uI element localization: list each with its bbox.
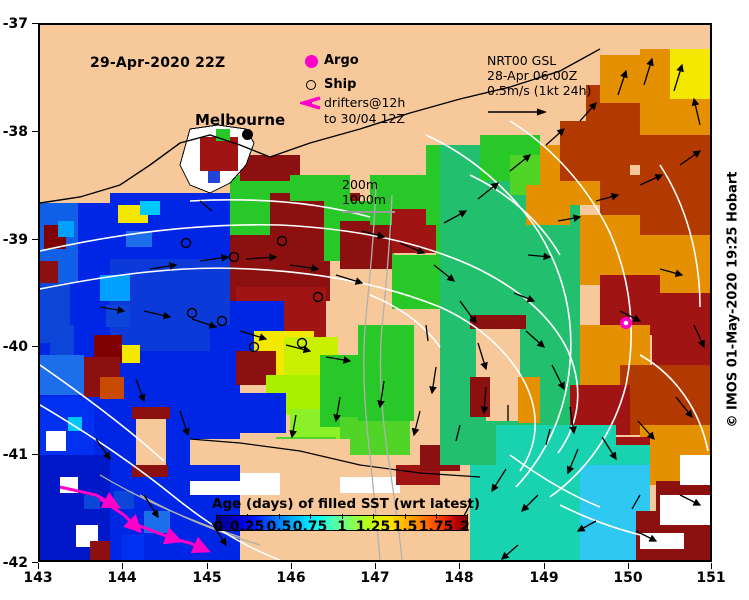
legend-row-argo: Argo	[298, 52, 428, 70]
legend-label-drifters-line2: to 30/04 12Z	[324, 111, 405, 126]
colorbar-label: 2	[460, 519, 470, 535]
legend-label-argo: Argo	[324, 53, 359, 68]
x-axis-label: 143	[23, 570, 53, 586]
x-axis-label: 149	[529, 570, 559, 586]
colorbar-label: 0.75	[292, 519, 328, 535]
legend-label-drifters-line1: drifters@12h	[324, 95, 406, 110]
colorbar-label: 1.5	[392, 519, 418, 535]
legend-row-drifters-1: drifters@12h	[298, 95, 428, 111]
argo-float-marker	[620, 317, 632, 329]
current-legend-line3: 0.5m/s (1kt 24h)	[487, 83, 592, 98]
x-axis-tick	[375, 563, 376, 569]
colorbar-title: Age (days) of filled SST (wrt latest)	[212, 496, 481, 512]
y-axis-tick	[32, 346, 38, 347]
credit-block: © IMOS 01-May-2020 19:25 Hobart	[713, 0, 749, 600]
colorbar-tick	[310, 514, 311, 519]
colorbar-label: 0.25	[229, 519, 265, 535]
current-legend: NRT00 GSL 28-Apr 06:00Z 0.5m/s (1kt 24h)	[487, 53, 637, 122]
city-marker-melbourne	[242, 129, 253, 140]
sst-raster-west	[40, 193, 240, 560]
geostrophic-streamlines	[40, 120, 709, 560]
colorbar-label: 1.75	[418, 519, 454, 535]
x-axis-label: 151	[696, 570, 726, 586]
x-axis-label: 144	[107, 570, 137, 586]
x-axis-label: 145	[192, 570, 222, 586]
argo-icon	[298, 56, 324, 66]
colorbar-label: 1	[337, 519, 347, 535]
legend-label-ship: Ship	[324, 77, 357, 92]
drifter-track	[59, 485, 211, 554]
x-axis-tick	[38, 563, 39, 569]
ship-icon	[298, 80, 324, 90]
x-axis-label: 147	[360, 570, 390, 586]
colorbar-label: 1.25	[355, 519, 391, 535]
colorbar-tick	[279, 514, 280, 519]
bathymetry-legend: 200m 1000m	[342, 177, 395, 213]
credit-text: © IMOS 01-May-2020 19:25 Hobart	[725, 171, 741, 428]
y-axis-tick	[32, 454, 38, 455]
colorbar-tick	[405, 514, 406, 519]
y-axis-tick	[32, 131, 38, 132]
short-current-barbs	[199, 200, 641, 510]
bathymetry-label-1000m: 1000m	[342, 192, 386, 207]
sst-raster-central	[180, 155, 490, 501]
x-axis-tick	[459, 563, 460, 569]
y-axis-tick	[32, 23, 38, 24]
colorbar-tick	[436, 514, 437, 519]
colorbar-tick	[467, 514, 468, 519]
y-axis-tick	[32, 562, 38, 563]
observation-legend: Argo Ship drifters@12h to 30/0	[298, 52, 428, 127]
coastline	[40, 48, 601, 204]
tasmania-north-coast	[189, 438, 481, 478]
colorbar-tick	[247, 514, 248, 519]
land-mask	[40, 25, 710, 203]
x-axis-tick	[291, 563, 292, 569]
current-legend-line1: NRT00 GSL	[487, 53, 557, 68]
x-axis-label: 146	[276, 570, 306, 586]
y-axis-tick	[32, 239, 38, 240]
y-axis-label: -39	[2, 232, 28, 248]
colorbar-group: Age (days) of filled SST (wrt latest) 0 …	[212, 496, 480, 535]
bathymetry-rule	[343, 211, 395, 213]
city-label-melbourne: Melbourne	[195, 111, 286, 129]
x-axis-label: 148	[444, 570, 474, 586]
date-label: 29-Apr-2020 22Z	[90, 55, 226, 71]
map-plot-area[interactable]: 29-Apr-2020 22Z Melbourne Argo Ship	[38, 23, 712, 562]
x-axis-tick	[711, 563, 712, 569]
ship-observation-markers	[180, 235, 324, 353]
legend-row-drifters-2: to 30/04 12Z	[298, 111, 428, 127]
y-axis-label: -40	[2, 339, 28, 355]
colorbar-tick	[373, 514, 374, 519]
colorbar-tick	[342, 514, 343, 519]
colorbar-tick	[216, 514, 217, 519]
drifter-arrow-icon	[298, 96, 324, 110]
x-axis-label: 150	[613, 570, 643, 586]
x-axis-tick	[207, 563, 208, 569]
y-axis-label: -37	[2, 16, 28, 32]
colorbar-label: 0.5	[266, 519, 292, 535]
sst-age-map	[40, 25, 710, 560]
y-axis-label: -41	[2, 447, 28, 463]
sst-raster-east	[440, 49, 710, 560]
reference-vector-arrow	[487, 103, 637, 122]
legend-row-ship: Ship	[298, 76, 428, 94]
y-axis-label: -42	[2, 555, 28, 571]
x-axis-tick	[122, 563, 123, 569]
colorbar-label: 0	[213, 519, 223, 535]
y-axis-label: -38	[2, 124, 28, 140]
x-axis-tick	[628, 563, 629, 569]
bathymetry-label-200m: 200m	[342, 177, 379, 192]
x-axis-tick	[544, 563, 545, 569]
current-legend-line2: 28-Apr 06:00Z	[487, 68, 578, 83]
surface-current-vectors	[95, 57, 705, 560]
